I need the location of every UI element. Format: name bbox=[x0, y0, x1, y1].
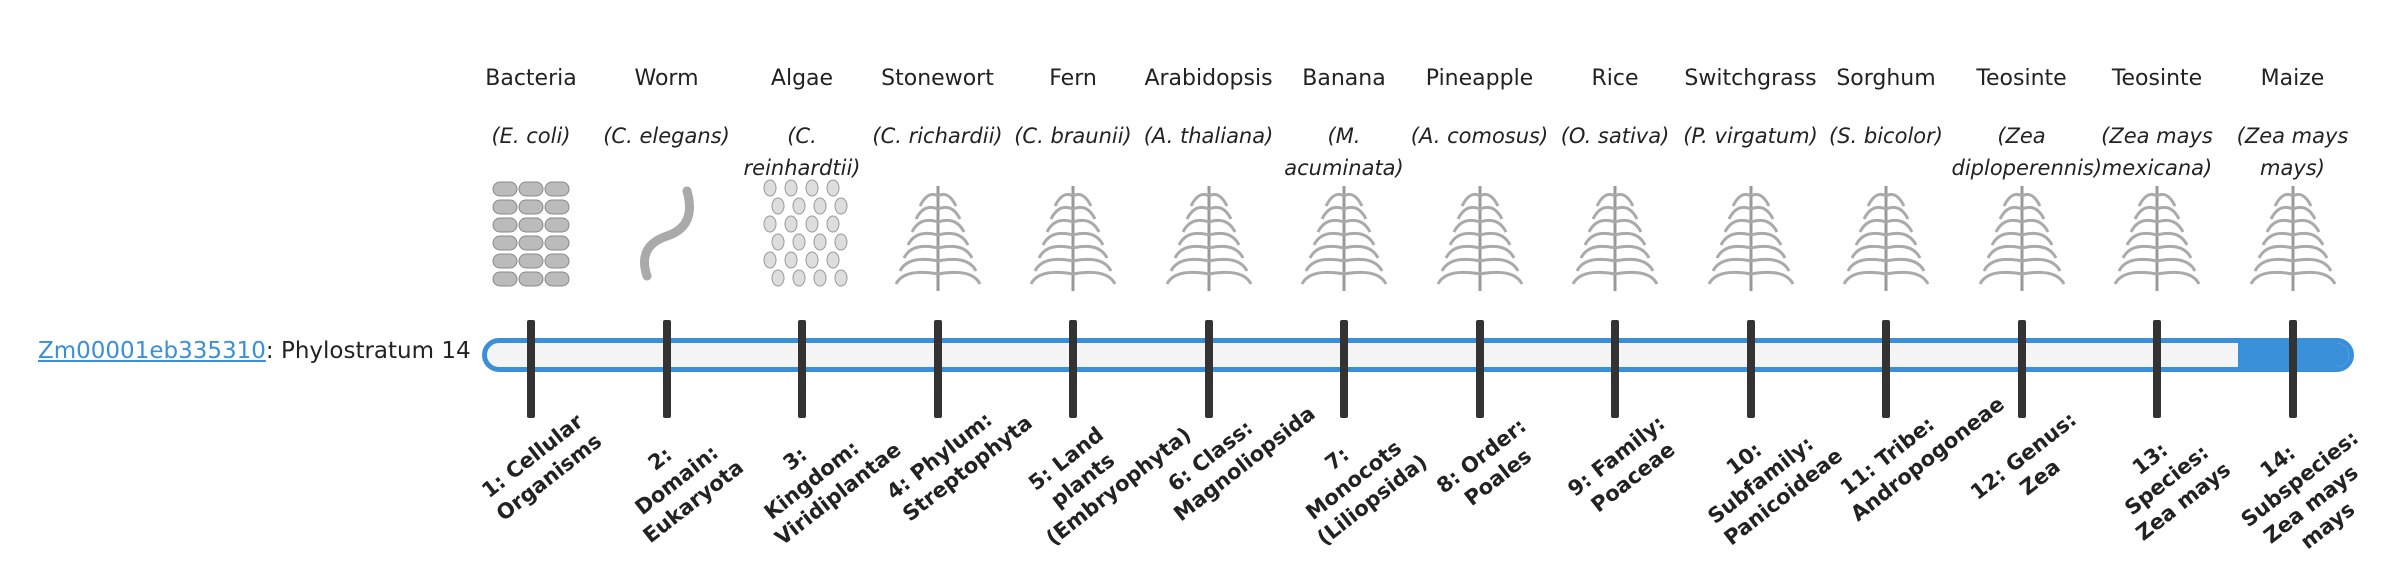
stratum-tick bbox=[1069, 320, 1077, 418]
organism-species: (M. acuminata) bbox=[1284, 124, 1404, 180]
organism-illustration bbox=[2249, 186, 2336, 291]
stratum-label: 10: Subfamily: Panicoideae bbox=[1702, 431, 1847, 551]
gene-link[interactable]: Zm00001eb335310 bbox=[38, 338, 266, 364]
organism-illustration bbox=[1165, 186, 1252, 291]
gene-label: Zm00001eb335310: Phylostratum 14 bbox=[38, 338, 471, 364]
organism-name: Teosinte bbox=[1976, 66, 2067, 91]
stratum-tick bbox=[1746, 320, 1755, 418]
organism-species: (E. coli) bbox=[491, 124, 571, 148]
stratum-label: 4: Phylum: Streptophyta bbox=[881, 407, 1037, 527]
organism-species: (C. elegans) bbox=[603, 124, 730, 148]
stratum-tick bbox=[2153, 320, 2161, 418]
organism-species: (C. reinhardtii) bbox=[743, 124, 861, 180]
stratum-label: 9: Family: Poaceae bbox=[1563, 410, 1680, 518]
stratum-label: 2: Domain: Eukaryota bbox=[630, 440, 748, 548]
gene-suffix: : Phylostratum 14 bbox=[265, 338, 471, 364]
organism-name: Worm bbox=[634, 66, 699, 91]
organism-species: (S. bicolor) bbox=[1829, 124, 1943, 148]
stratum-label: 6: Class: Magnoliopsida bbox=[1162, 401, 1320, 527]
stratum-tick bbox=[2017, 320, 2026, 418]
organism-illustration bbox=[639, 186, 694, 281]
organism-illustration bbox=[894, 186, 981, 291]
organism-species: (C. richardii) bbox=[872, 124, 1003, 148]
organism-illustration bbox=[1978, 186, 2065, 291]
organism-name: Algae bbox=[770, 66, 834, 91]
organism-name: Pineapple bbox=[1425, 66, 1534, 91]
organism-illustration bbox=[1029, 186, 1117, 291]
organism-species: (Zea mays mays) bbox=[2236, 124, 2349, 180]
stratum-tick bbox=[1882, 320, 1890, 418]
stratum-tick bbox=[662, 320, 671, 418]
organism-illustration bbox=[1436, 186, 1523, 291]
stratum-tick bbox=[1204, 320, 1213, 418]
organism-name: Maize bbox=[2260, 66, 2325, 91]
stratum-tick bbox=[1340, 320, 1348, 418]
stratum-label: 13: Species: Zea mays bbox=[2120, 437, 2236, 546]
organism-name: Teosinte bbox=[2111, 66, 2203, 91]
organism-species: (Zea mays mexicana) bbox=[2101, 124, 2213, 180]
organism-name: Rice bbox=[1591, 66, 1639, 91]
organism-illustration bbox=[1707, 186, 1794, 291]
organism-species: (O. sativa) bbox=[1560, 124, 1670, 148]
stratum-tick bbox=[2288, 320, 2297, 418]
stratum-tick bbox=[798, 320, 806, 418]
organism-name: Banana bbox=[1302, 66, 1386, 91]
stratum-label: 8: Order: Poales bbox=[1431, 413, 1536, 511]
organism-name: Arabidopsis bbox=[1144, 66, 1273, 91]
stratum-tick bbox=[1611, 320, 1619, 418]
organism-illustration bbox=[1842, 186, 1930, 291]
organism-illustration bbox=[2113, 186, 2201, 291]
organism-species: (P. virgatum) bbox=[1683, 124, 1818, 148]
organism-name: Sorghum bbox=[1836, 66, 1936, 91]
stratum-label: 11: Tribe: Andropogoneae bbox=[1835, 391, 2009, 527]
stratum-tick bbox=[1475, 320, 1484, 418]
organism-name: Switchgrass bbox=[1684, 66, 1817, 91]
organism-species: (A. thaliana) bbox=[1143, 124, 1274, 148]
organism-name: Fern bbox=[1049, 66, 1097, 91]
stratum-label: 14: Subspecies: Zea mays mays bbox=[2236, 425, 2363, 554]
stratum-label: 1: Cellular Organisms bbox=[477, 409, 607, 526]
stratum-label: 3: Kingdom: Viridiplantae bbox=[759, 435, 906, 551]
organism-species: (A. comosus) bbox=[1410, 124, 1549, 148]
organism-illustration bbox=[763, 179, 848, 287]
organism-illustration bbox=[1571, 186, 1659, 291]
organism-name: Stonewort bbox=[881, 66, 994, 91]
organism-species: (Zea diploperennis) bbox=[1951, 124, 2103, 180]
stratum-tick bbox=[933, 320, 942, 418]
strata-track bbox=[482, 338, 2354, 372]
organism-illustration bbox=[1300, 186, 1388, 291]
organism-species: (C. braunii) bbox=[1014, 124, 1132, 148]
stratum-tick bbox=[527, 320, 535, 418]
organism-name: Bacteria bbox=[485, 66, 577, 91]
organism-illustration bbox=[492, 181, 570, 287]
